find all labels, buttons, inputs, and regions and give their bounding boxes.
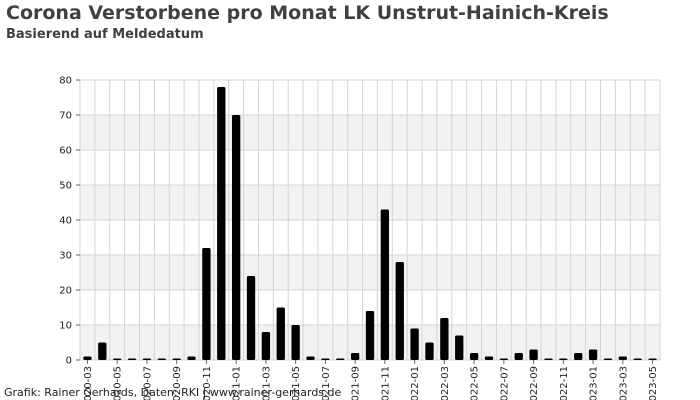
bar-2020-05 <box>113 358 122 360</box>
bar-2021-10 <box>365 311 375 360</box>
bar-2022-05 <box>469 353 479 360</box>
x-tick-label: 2023-03 <box>618 366 629 400</box>
x-tick-label: 2020-03 <box>83 366 94 400</box>
x-tick-label: 2022-01 <box>410 366 421 400</box>
bar-2021-04 <box>276 307 285 360</box>
bar-2022-02 <box>425 342 434 360</box>
x-tick-label: 2022-07 <box>499 366 510 400</box>
grid-band <box>80 115 660 150</box>
y-tick-label: 80 <box>59 76 72 87</box>
y-axis-ticks: 0 10 20 30 40 50 60 70 80 <box>59 76 80 367</box>
bar-2022-03 <box>440 318 449 360</box>
bar-2020-11 <box>202 248 211 360</box>
grid-band <box>80 220 660 255</box>
chart-subtitle: Basierend auf Meldedatum <box>6 27 204 42</box>
x-tick-label: 2023-05 <box>648 366 659 400</box>
chart-title: Corona Verstorbene pro Monat LK Unstrut-… <box>6 2 609 24</box>
bars <box>83 87 657 360</box>
y-tick-label: 10 <box>59 321 72 332</box>
bar-2020-07 <box>142 358 152 360</box>
x-tick-label: 2022-11 <box>559 366 570 400</box>
bar-2022-01 <box>410 328 419 360</box>
source-credit: Grafik: Rainer Gerhards, Daten: RKI | ww… <box>4 386 342 399</box>
bar-2021-01 <box>231 115 241 360</box>
x-tick-label: 2021-11 <box>380 366 391 400</box>
y-tick-label: 20 <box>59 286 72 297</box>
bar-2022-12 <box>574 353 583 360</box>
x-tick-label: 2021-01 <box>232 366 243 400</box>
x-tick-label: 2022-09 <box>529 366 540 400</box>
x-tick-label: 2021-07 <box>321 366 332 400</box>
grid-band <box>80 185 660 220</box>
bar-2021-12 <box>395 262 404 360</box>
y-tick-label: 0 <box>66 356 72 367</box>
bar-2023-02 <box>603 358 613 360</box>
bar-2020-08 <box>157 358 166 360</box>
x-tick-label: 2020-11 <box>202 366 213 400</box>
bar-2020-12 <box>217 87 226 360</box>
x-tick-label: 2021-09 <box>351 366 362 400</box>
bar-2021-09 <box>350 353 360 360</box>
x-tick-label: 2021-05 <box>291 366 302 400</box>
y-tick-label: 40 <box>59 216 72 227</box>
x-tick-label: 2020-05 <box>113 366 124 400</box>
y-tick-label: 50 <box>59 181 72 192</box>
x-tick-label: 2022-05 <box>470 366 481 400</box>
bar-2022-09 <box>529 349 538 360</box>
x-axis-ticks: 2020-03 2020-05 2020-07 2020-09 2020-11 2021-… <box>83 360 659 400</box>
bar-2021-05 <box>291 325 300 360</box>
bar-2021-02 <box>246 276 256 360</box>
bar-2023-03 <box>618 356 627 360</box>
bar-2022-10 <box>544 358 553 360</box>
bar-2021-08 <box>336 358 345 360</box>
bar-2021-06 <box>306 356 315 360</box>
x-tick-label: 2020-09 <box>172 366 183 400</box>
bar-2022-11 <box>559 358 568 360</box>
y-tick-label: 60 <box>59 146 72 157</box>
bar-2022-07 <box>499 358 509 360</box>
x-tick-label: 2020-07 <box>142 366 153 400</box>
bar-2020-03 <box>83 356 92 360</box>
bar-2020-06 <box>127 358 137 360</box>
bar-2021-11 <box>380 209 390 360</box>
bar-2020-09 <box>172 358 181 360</box>
grid-band <box>80 150 660 185</box>
y-tick-label: 30 <box>59 251 72 262</box>
bar-2021-03 <box>261 332 271 360</box>
x-tick-label: 2021-03 <box>261 366 272 400</box>
bar-2023-01 <box>588 349 598 360</box>
x-tick-label: 2022-03 <box>440 366 451 400</box>
bar-2023-05 <box>648 358 657 360</box>
bar-2022-04 <box>455 335 464 360</box>
bar-2020-10 <box>187 356 196 360</box>
bar-2022-08 <box>514 353 523 360</box>
bar-2022-06 <box>484 356 494 360</box>
bar-2023-04 <box>633 358 642 360</box>
grid-band <box>80 80 660 115</box>
bar-2020-04 <box>98 342 107 360</box>
bar-2021-07 <box>321 358 330 360</box>
x-tick-label: 2023-01 <box>589 366 600 400</box>
y-tick-label: 70 <box>59 111 72 122</box>
grid-band <box>80 255 660 290</box>
